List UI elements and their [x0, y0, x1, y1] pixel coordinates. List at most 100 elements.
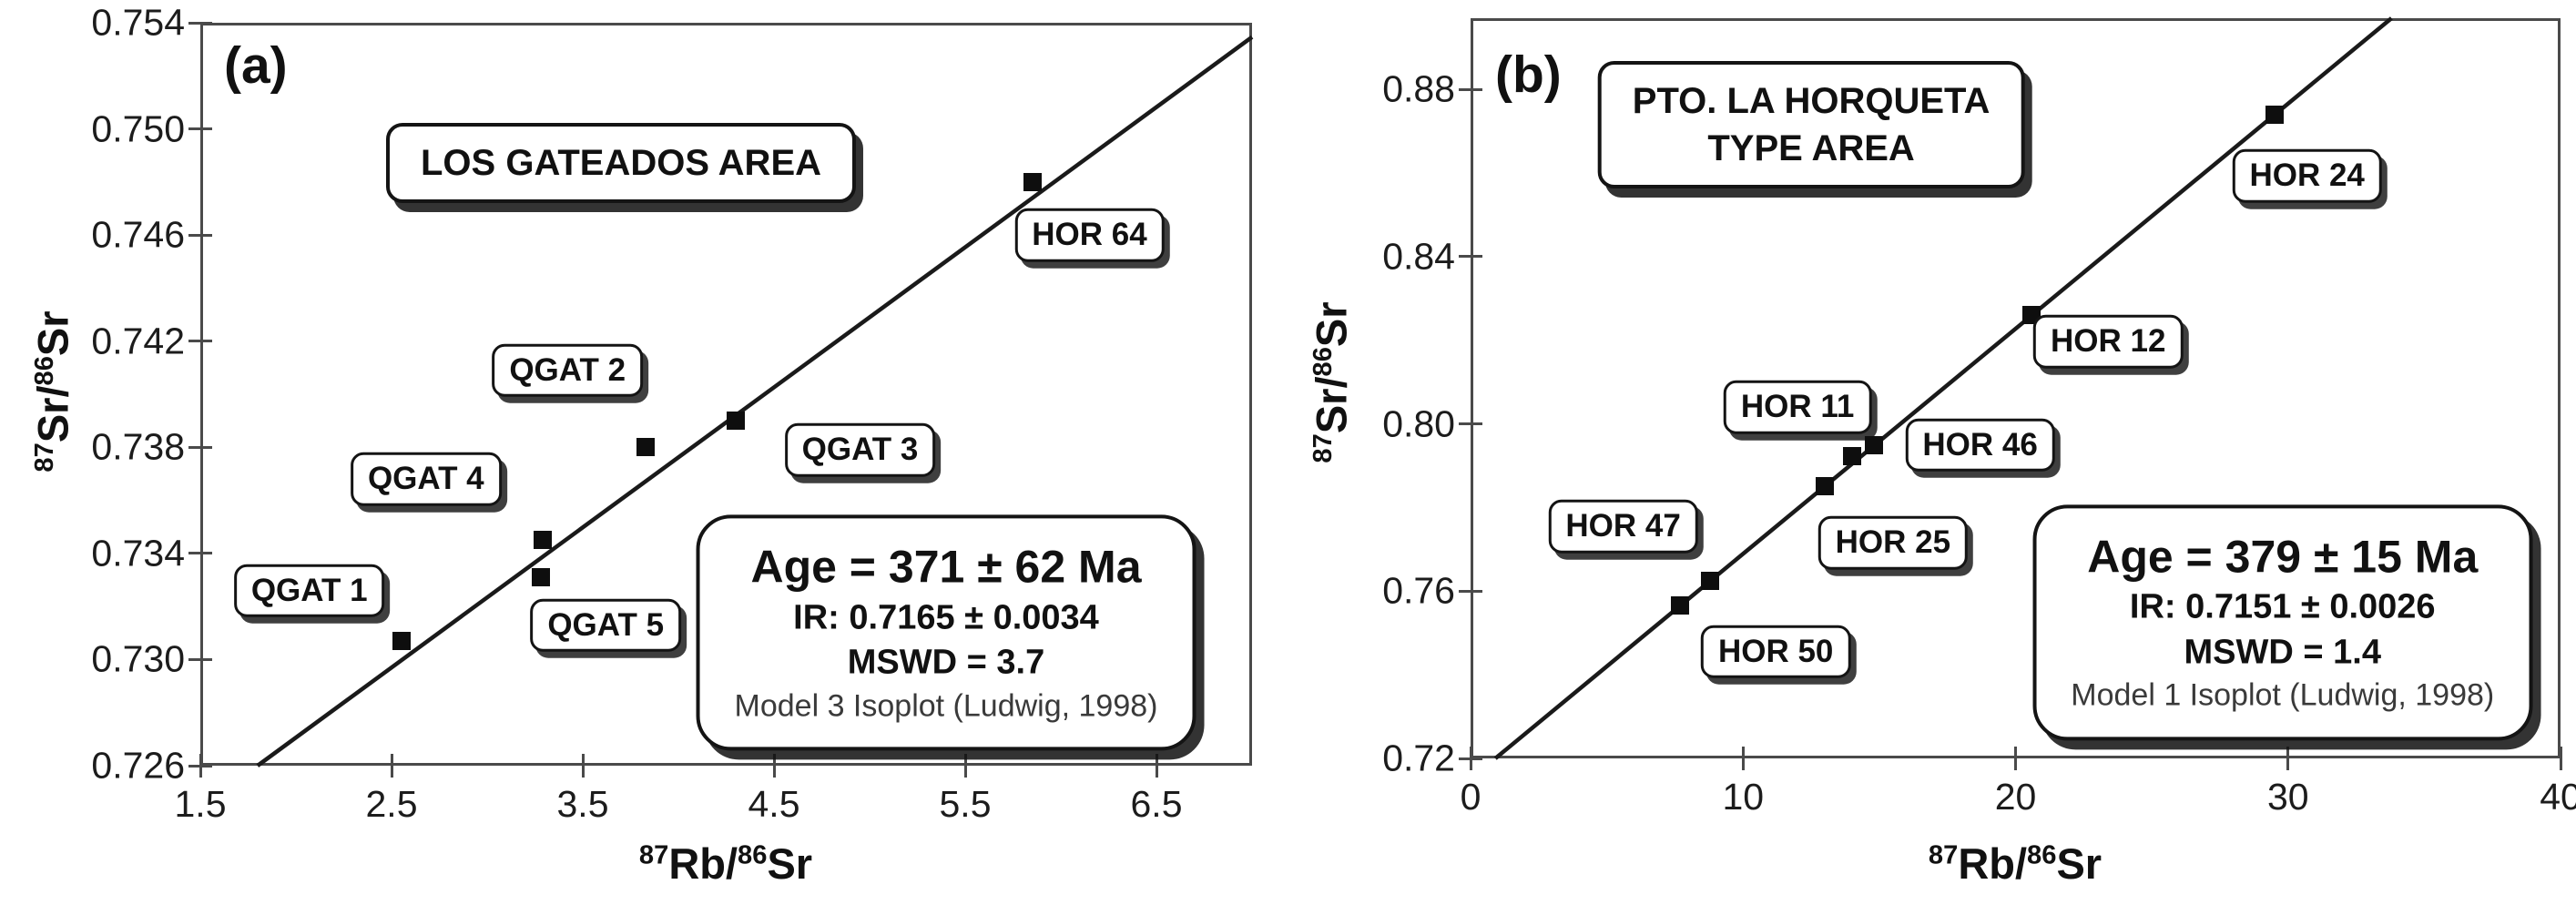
mswd-result: MSWD = 3.7 — [847, 643, 1045, 682]
y-tick — [1459, 255, 1482, 259]
data-point-qgat-1 — [392, 632, 411, 651]
data-point-qgat-4 — [533, 531, 552, 550]
y-tick-label: 0.72 — [1382, 737, 1455, 779]
x-tick — [2014, 747, 2017, 770]
x-axis-isotope-87: 87 — [638, 840, 669, 870]
isochron-results-box--b-: Age = 379 ± 15 Ma IR: 0.7151 ± 0.0026 MSWD… — [2032, 504, 2533, 741]
y-tick-label: 0.746 — [91, 213, 185, 256]
sample-label-hor-11: HOR 11 — [1723, 380, 1872, 434]
panel-letter--b-: (b) — [1495, 46, 1562, 104]
y-axis-sr2: Sr — [1307, 301, 1356, 348]
area-title-line: TYPE AREA — [1707, 128, 1915, 169]
y-tick-label: 0.84 — [1382, 235, 1455, 278]
age-result: Age = 371 ± 62 Ma — [750, 541, 1142, 593]
sample-label-hor-47: HOR 47 — [1548, 499, 1698, 554]
x-tick-label: 20 — [1994, 776, 2037, 818]
y-tick-label: 0.730 — [91, 637, 185, 680]
x-tick-label: 5.5 — [939, 783, 992, 825]
y-axis-sr1: Sr/ — [1307, 376, 1356, 434]
y-tick-label: 0.726 — [91, 744, 185, 787]
sample-label-qgat-2: QGAT 2 — [492, 343, 644, 398]
x-axis-isotope-87: 87 — [1928, 840, 1959, 870]
y-axis-title-panel-a: 87Sr/86Sr — [28, 310, 77, 473]
x-axis-rb: Rb/ — [668, 839, 738, 888]
isochron-results-box--a-: Age = 371 ± 62 Ma IR: 0.7165 ± 0.0034 MSWD… — [696, 514, 1196, 751]
y-tick-label: 0.738 — [91, 425, 185, 468]
y-tick — [188, 340, 212, 343]
x-tick — [2286, 747, 2290, 770]
x-tick — [2559, 747, 2562, 770]
x-tick — [1155, 754, 1158, 778]
x-tick — [1741, 747, 1745, 770]
y-axis-sr2: Sr — [28, 310, 77, 357]
y-axis-isotope-86: 86 — [29, 356, 59, 386]
y-tick — [1459, 422, 1482, 426]
x-axis-isotope-86: 86 — [738, 840, 768, 870]
y-tick — [1459, 757, 1482, 760]
y-tick — [188, 233, 212, 237]
x-tick-label: 1.5 — [174, 783, 227, 825]
panel-letter--a-: (a) — [224, 36, 288, 95]
sample-label-hor-24: HOR 24 — [2232, 148, 2382, 203]
area-title-line: PTO. LA HORQUETA — [1632, 81, 1991, 122]
x-tick-label: 3.5 — [556, 783, 609, 825]
x-axis-sr: Sr — [767, 839, 813, 888]
data-point-hor-24 — [2265, 106, 2284, 125]
initial-ratio-result: IR: 0.7151 ± 0.0026 — [2129, 587, 2436, 626]
isochron-line — [1493, 16, 2393, 760]
mswd-result: MSWD = 1.4 — [2184, 633, 2381, 672]
y-axis-title-panel-b: 87Sr/86Sr — [1307, 301, 1356, 463]
x-axis-sr: Sr — [2056, 839, 2103, 888]
x-axis-rb: Rb/ — [1958, 839, 2028, 888]
age-result: Age = 379 ± 15 Ma — [2087, 531, 2479, 583]
data-point-hor-46 — [1864, 436, 1883, 455]
data-point-qgat-5 — [531, 568, 550, 587]
y-axis-isotope-87: 87 — [1308, 433, 1338, 463]
sample-label-qgat-1: QGAT 1 — [233, 564, 385, 617]
isochron-line-svg — [1493, 16, 2393, 760]
y-tick — [188, 657, 212, 661]
y-tick-label: 0.734 — [91, 532, 185, 574]
x-axis-title-panel-b: 87Rb/86Sr — [1929, 842, 2102, 885]
x-tick-label: 30 — [2266, 776, 2309, 818]
x-tick — [963, 754, 967, 778]
initial-ratio-result: IR: 0.7165 ± 0.0034 — [793, 598, 1099, 637]
x-tick — [581, 754, 585, 778]
y-tick — [188, 445, 212, 449]
y-tick-label: 0.88 — [1382, 67, 1455, 110]
y-axis-sr1: Sr/ — [28, 385, 77, 443]
y-tick-label: 0.754 — [91, 1, 185, 44]
sample-label-qgat-3: QGAT 3 — [784, 422, 936, 477]
y-tick-label: 0.76 — [1382, 569, 1455, 612]
x-tick — [390, 754, 393, 778]
x-tick-label: 2.5 — [365, 783, 418, 825]
data-point-hor-64 — [1023, 172, 1042, 191]
sample-label-hor-46: HOR 46 — [1905, 418, 2055, 472]
y-tick — [188, 127, 212, 131]
x-tick-label: 40 — [2540, 776, 2576, 818]
isochron-line — [256, 35, 1254, 768]
x-tick-label: 10 — [1722, 776, 1765, 818]
data-point-qgat-2 — [636, 438, 656, 457]
y-tick — [1459, 589, 1482, 593]
isochron-line-svg — [256, 35, 1254, 768]
model-reference: Model 1 Isoplot (Ludwig, 1998) — [2071, 677, 2495, 713]
sample-label-hor-12: HOR 12 — [2033, 314, 2184, 369]
sample-label-hor-25: HOR 25 — [1817, 516, 1969, 570]
model-reference: Model 3 Isoplot (Ludwig, 1998) — [734, 687, 1158, 723]
x-tick-label: 6.5 — [1130, 783, 1183, 825]
sample-label-hor-50: HOR 50 — [1700, 625, 1851, 679]
y-tick-label: 0.742 — [91, 320, 185, 362]
x-axis-isotope-86: 86 — [2027, 840, 2057, 870]
y-tick — [188, 21, 212, 25]
data-point-qgat-3 — [727, 412, 745, 431]
x-tick-label: 0 — [1460, 776, 1481, 818]
y-axis-isotope-87: 87 — [29, 442, 59, 473]
area-title-box--b-: PTO. LA HORQUETA TYPE AREA — [1597, 61, 2025, 189]
data-point-hor-50 — [1701, 572, 1720, 591]
sample-label-qgat-5: QGAT 5 — [530, 598, 682, 652]
y-tick — [188, 552, 212, 555]
y-tick-label: 0.80 — [1382, 402, 1455, 445]
y-tick — [1459, 87, 1482, 91]
